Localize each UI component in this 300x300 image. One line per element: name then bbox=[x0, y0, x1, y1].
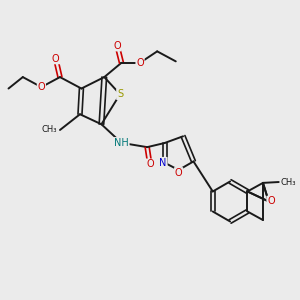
Text: O: O bbox=[175, 168, 182, 178]
Text: O: O bbox=[136, 58, 144, 68]
Text: O: O bbox=[146, 159, 154, 169]
Text: O: O bbox=[38, 82, 45, 92]
Text: O: O bbox=[113, 40, 121, 51]
Text: N: N bbox=[160, 158, 167, 168]
Text: S: S bbox=[117, 89, 123, 99]
Text: NH: NH bbox=[114, 138, 129, 148]
Text: CH₃: CH₃ bbox=[42, 125, 57, 134]
Text: O: O bbox=[267, 196, 275, 206]
Text: CH₃: CH₃ bbox=[281, 178, 296, 187]
Text: O: O bbox=[52, 53, 59, 64]
